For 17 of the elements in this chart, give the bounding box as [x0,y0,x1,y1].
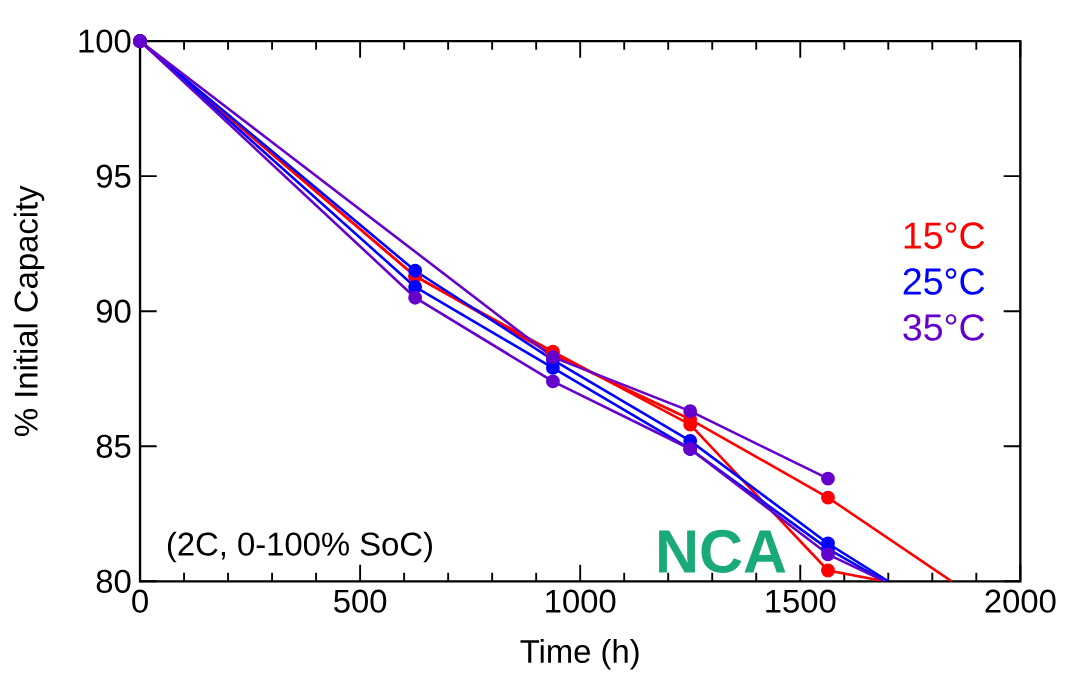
x-tick-label: 0 [132,589,148,613]
x-tick-label: 500 [334,589,387,613]
text: 35°C [903,314,985,341]
x-tick-label: 1500 [766,589,836,613]
text: 15°C [904,222,985,249]
y-tick-label: 80 [96,569,131,593]
y-tick-label: 90 [96,299,131,323]
y-tick-label: 100 [79,29,131,53]
annotation: (2C, 0-100% SoC) [167,531,432,563]
annotation: NCA [659,529,786,574]
x-axis-title: Time (h) [520,638,639,670]
text: 25°C [903,268,985,295]
x-tick-label: 1000 [546,589,616,613]
x-tick-label: 2000 [985,589,1056,613]
y-tick-label: 95 [96,164,131,188]
y-tick-label: 85 [96,434,131,458]
y-axis-title: % Initial Capacity [13,185,45,436]
